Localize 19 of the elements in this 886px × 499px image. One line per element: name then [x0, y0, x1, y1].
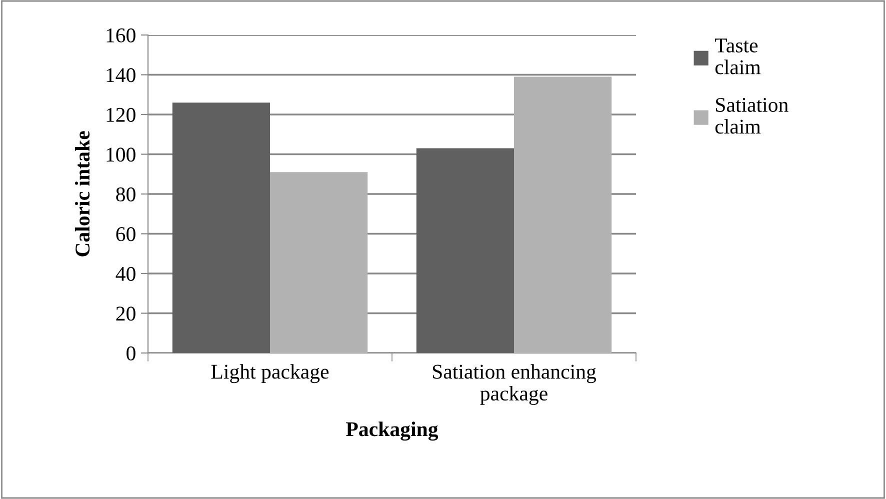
y-tick-label: 40: [116, 266, 136, 281]
bar: [270, 172, 368, 353]
y-tick-label: 100: [106, 148, 136, 162]
y-tick-label: 0: [126, 346, 136, 360]
y-tick-label: 20: [116, 306, 136, 321]
y-tick-label: 140: [106, 68, 136, 82]
x-tick-label: Light package: [211, 364, 329, 384]
x-tick-label: Satiation enhancing package: [432, 364, 596, 405]
y-tick-label: 120: [106, 108, 136, 122]
y-tick-label: 80: [116, 187, 136, 202]
y-tick-label: 60: [116, 227, 136, 242]
bar: [416, 148, 514, 353]
legend-label: Taste claim: [715, 38, 761, 74]
y-tick-label: 160: [106, 28, 136, 42]
x-axis-title: Packaging: [346, 422, 438, 441]
y-axis-title: Caloric intake: [74, 131, 90, 256]
bar: [172, 102, 270, 353]
legend-label: Satiation claim: [715, 98, 788, 134]
bar: [514, 76, 612, 353]
